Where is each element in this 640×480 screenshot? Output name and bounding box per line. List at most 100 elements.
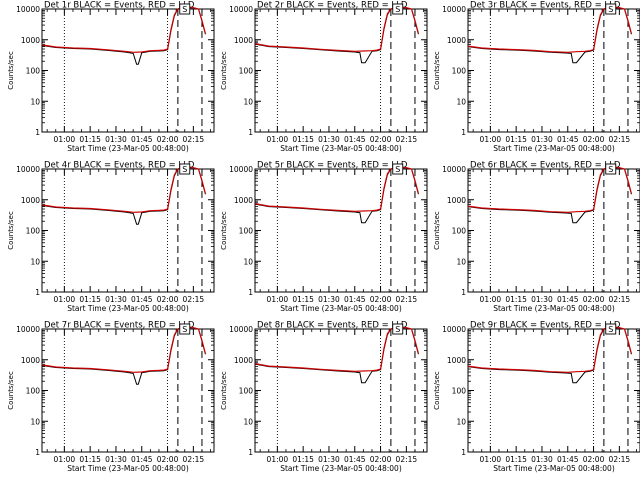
y-tick-label: 10: [30, 257, 40, 266]
y-axis-label: Counts/sec: [433, 51, 441, 90]
y-axis-label: Counts/sec: [220, 211, 228, 250]
x-tick-label: 01:30: [531, 295, 553, 304]
marker-label: S: [182, 325, 187, 334]
marker-box: [605, 3, 617, 15]
x-tick-label: 02:15: [396, 455, 418, 464]
series-line-events: [468, 7, 632, 64]
series-line-events: [42, 7, 206, 65]
y-tick-label: 1000: [21, 356, 40, 365]
x-tick-label: 01:30: [105, 135, 127, 144]
panel-title: Det 9r BLACK = Events, RED = LLD: [470, 321, 621, 331]
x-tick-label: 02:15: [609, 295, 631, 304]
x-tick-label: 01:00: [480, 135, 502, 144]
x-tick-label: 01:15: [79, 135, 101, 144]
x-tick-label: 01:15: [505, 135, 527, 144]
y-tick-label: 100: [239, 67, 254, 76]
y-tick-label: 1000: [447, 196, 466, 205]
y-tick-label: 1: [248, 288, 253, 297]
chart-panel-2: Det 2r BLACK = Events, RED = LLD10000100…: [220, 1, 428, 153]
series-line-events: [255, 7, 419, 64]
x-tick-label: 01:15: [505, 455, 527, 464]
x-tick-label: 01:45: [344, 295, 366, 304]
x-axis-label: Start Time (23-Mar-05 00:48:00): [67, 304, 189, 313]
marker-box: [179, 323, 191, 335]
panel-title: Det 8r BLACK = Events, RED = LLD: [257, 321, 408, 331]
panel-title: Det 5r BLACK = Events, RED = LLD: [257, 161, 408, 171]
series-line-lld: [255, 167, 419, 212]
series-line-lld: [42, 167, 206, 213]
marker-label: S: [395, 5, 400, 14]
x-tick-label: 02:00: [157, 295, 179, 304]
y-tick-label: 10: [30, 417, 40, 426]
x-tick-label: 01:15: [79, 295, 101, 304]
chart-panel-3: Det 3r BLACK = Events, RED = LLD10000100…: [433, 1, 640, 153]
x-tick-label: 02:00: [370, 295, 392, 304]
marker-label: S: [395, 325, 400, 334]
y-tick-label: 1: [461, 448, 466, 457]
chart-panel-5: Det 5r BLACK = Events, RED = LLD10000100…: [220, 161, 428, 313]
x-tick-label: 02:15: [609, 455, 631, 464]
chart-panel-8: Det 8r BLACK = Events, RED = LLD 10000 100…: [220, 321, 428, 473]
x-axis-label: Start Time (23-Mar-05 00:48:00): [280, 304, 402, 313]
x-axis-label: Start Time (23-Mar-05 00:48:00): [280, 464, 402, 473]
y-tick-label: 100: [239, 387, 254, 396]
x-tick-label: 01:15: [79, 455, 101, 464]
x-tick-label: 01:30: [105, 295, 127, 304]
y-axis-label: Counts/sec: [7, 211, 15, 250]
plot-frame: [467, 328, 640, 453]
y-tick-label: 1000: [234, 196, 253, 205]
series-line-lld: [468, 327, 632, 373]
y-tick-label: 10: [30, 97, 40, 106]
series-line-events: [468, 327, 632, 384]
x-axis-label: Start Time (23-Mar-05 00:48:00): [280, 144, 402, 153]
x-tick-label: 01:30: [531, 455, 553, 464]
y-tick-label: 100: [26, 67, 41, 76]
x-tick-label: 01:30: [531, 135, 553, 144]
y-axis-label: Counts/sec: [220, 51, 228, 90]
x-tick-label: 01:45: [557, 135, 579, 144]
x-tick-label: 01:30: [318, 455, 340, 464]
x-tick-label: 01:00: [54, 295, 76, 304]
marker-box: [392, 323, 404, 335]
chart-panel-9: Det 9r BLACK = Events, RED = LLD10000100…: [433, 321, 640, 473]
y-axis-label: Counts/sec: [433, 211, 441, 250]
series-line-lld: [255, 327, 419, 372]
y-tick-label: 10: [243, 257, 253, 266]
marker-box: [179, 163, 191, 175]
x-tick-label: 01:00: [480, 455, 502, 464]
chart-panel-7: Det 7r BLACK = Events, RED = LLD10000100…: [7, 321, 215, 473]
x-tick-label: 01:00: [267, 135, 289, 144]
series-line-lld: [468, 7, 632, 53]
y-tick-label: 10: [243, 97, 253, 106]
x-tick-label: 01:15: [292, 135, 314, 144]
y-tick-label: 10000: [229, 325, 253, 334]
series-line-events: [255, 327, 419, 384]
panel-title: Det 6r BLACK = Events, RED = LLD: [470, 161, 621, 171]
y-axis-label: Counts/sec: [7, 51, 15, 90]
y-tick-label: 1: [461, 128, 466, 137]
y-tick-label: 1000: [447, 356, 466, 365]
y-tick-label: 1: [248, 448, 253, 457]
y-axis-label: Counts/sec: [7, 371, 15, 410]
x-tick-label: 01:45: [344, 455, 366, 464]
x-tick-label: 02:15: [396, 135, 418, 144]
x-axis-label: Start Time (23-Mar-05 00:48:00): [493, 144, 615, 153]
x-tick-label: 02:00: [583, 135, 605, 144]
x-tick-label: 02:00: [583, 295, 605, 304]
x-tick-label: 01:30: [318, 295, 340, 304]
x-tick-label: 02:00: [157, 135, 179, 144]
panel-title: Det 3r BLACK = Events, RED = LLD: [470, 1, 621, 11]
x-tick-label: 02:00: [157, 455, 179, 464]
x-tick-label: 01:00: [54, 455, 76, 464]
y-tick-label: 1: [35, 448, 40, 457]
x-tick-label: 02:00: [370, 135, 392, 144]
y-tick-label: 10000: [229, 165, 253, 174]
y-tick-label: 1000: [447, 36, 466, 45]
x-tick-label: 02:15: [183, 455, 205, 464]
y-tick-label: 100: [452, 387, 467, 396]
x-tick-label: 01:00: [54, 135, 76, 144]
marker-box: [179, 3, 191, 15]
series-line-events: [42, 167, 206, 225]
x-tick-label: 01:15: [292, 455, 314, 464]
